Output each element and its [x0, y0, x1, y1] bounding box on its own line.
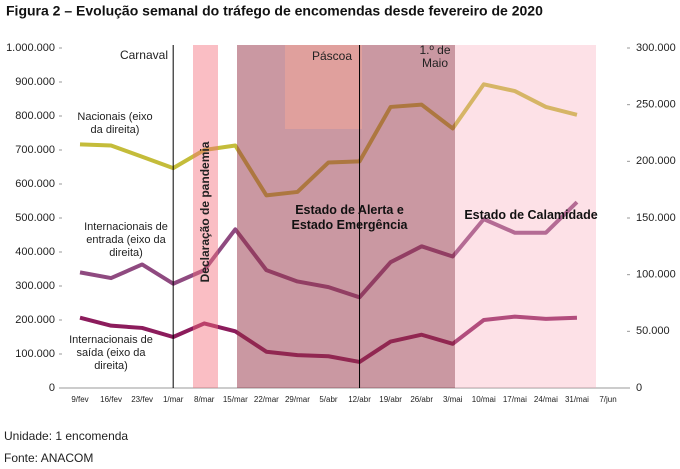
annotation: Declaração de pandemia — [198, 141, 212, 282]
y-tick-label: 500.000 — [15, 212, 55, 224]
x-tick-label: 10/mai — [472, 395, 496, 404]
y-tick-label: 1.000.000 — [6, 42, 55, 54]
legend-label: Internacionais de saída (eixo da direita… — [69, 334, 153, 372]
annotation: 1.º de Maio — [419, 43, 451, 70]
legend-label: Nacionais (eixo da direita) — [77, 111, 153, 136]
x-tick-label: 8/mar — [194, 395, 215, 404]
x-tick-label: 3/mai — [443, 395, 463, 404]
x-tick-label: 1/mar — [163, 395, 184, 404]
period-pandemia — [193, 45, 218, 388]
x-tick-label: 22/mar — [254, 395, 279, 404]
y-tick-label: 800.000 — [15, 110, 55, 122]
x-tick-label: 9/fev — [71, 395, 88, 404]
period-calamidade — [455, 45, 596, 388]
y-tick-label: 300.000 — [15, 280, 55, 292]
y-tick-label: 400.000 — [15, 246, 55, 258]
annotation: Carnaval — [120, 48, 168, 62]
y2-tick-label: 200.000 — [636, 155, 676, 167]
y2-tick-label: 0 — [636, 382, 642, 394]
chart-title: Figura 2 – Evolução semanal do tráfego d… — [6, 3, 543, 19]
x-tick-label: 16/fev — [100, 395, 122, 404]
y-tick-label: 600.000 — [15, 178, 55, 190]
x-tick-label: 23/fev — [131, 395, 153, 404]
x-tick-label: 24/mai — [534, 395, 558, 404]
y2-tick-label: 250.000 — [636, 99, 676, 111]
y2-tick-label: 50.000 — [636, 325, 670, 337]
x-tick-label: 29/mar — [285, 395, 310, 404]
footnote: Fonte: ANACOM — [4, 451, 93, 465]
legend-label: Internacionais de entrada (eixo da direi… — [84, 221, 168, 259]
y2-tick-label: 100.000 — [636, 269, 676, 281]
x-tick-label: 5/abr — [319, 395, 338, 404]
annotation: Páscoa — [312, 49, 352, 63]
footnote: Unidade: 1 encomenda — [4, 429, 128, 443]
annotation: Estado de Calamidade — [464, 208, 598, 222]
y-tick-label: 200.000 — [15, 314, 55, 326]
y2-tick-label: 150.000 — [636, 212, 676, 224]
y-tick-label: 100.000 — [15, 348, 55, 360]
period-emergencia — [237, 45, 455, 388]
y-tick-label: 900.000 — [15, 76, 55, 88]
x-tick-label: 31/mai — [565, 395, 589, 404]
x-tick-label: 15/mar — [223, 395, 248, 404]
annotation: Estado de Alerta e Estado Emergência — [291, 203, 408, 232]
x-tick-label: 7/jun — [599, 395, 616, 404]
x-tick-label: 17/mai — [503, 395, 527, 404]
y-tick-label: 0 — [49, 382, 55, 394]
x-tick-label: 12/abr — [348, 395, 371, 404]
y-tick-label: 700.000 — [15, 144, 55, 156]
period-pascoa — [285, 45, 362, 129]
y2-tick-label: 300.000 — [636, 42, 676, 54]
x-tick-label: 26/abr — [410, 395, 433, 404]
x-tick-label: 19/abr — [379, 395, 402, 404]
